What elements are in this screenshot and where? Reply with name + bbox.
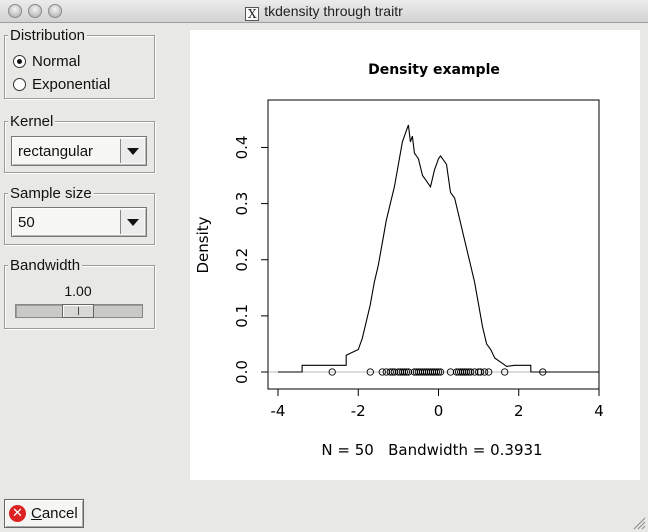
x-tick-label: 0 bbox=[434, 402, 444, 420]
plot-panel: Density example -4 -2 0 2 4 0.0 0.1 0.2 0.3 0.4 … bbox=[190, 30, 640, 480]
y-tick-label: 0.4 bbox=[233, 136, 251, 160]
y-tick-label: 0.1 bbox=[233, 304, 251, 328]
cancel-icon: ✕ bbox=[9, 505, 26, 522]
bandwidth-slider[interactable] bbox=[15, 304, 143, 318]
rug-point bbox=[436, 368, 445, 376]
radio-exponential-label: Exponential bbox=[32, 75, 111, 93]
x-axis-ticks: -4 -2 0 2 4 bbox=[271, 389, 604, 420]
zoom-window-button[interactable] bbox=[48, 4, 62, 18]
y-axis-ticks: 0.0 0.1 0.2 0.3 0.4 bbox=[233, 136, 268, 384]
x-tick-label: 2 bbox=[514, 402, 524, 420]
bandwidth-slider-thumb[interactable] bbox=[62, 304, 94, 318]
bandwidth-value-label: 1.00 bbox=[64, 283, 92, 299]
kernel-select-value: rectangular bbox=[18, 143, 94, 160]
chevron-down-icon[interactable] bbox=[120, 139, 144, 163]
rug-point bbox=[462, 368, 471, 376]
minimize-window-button[interactable] bbox=[28, 4, 42, 18]
distribution-legend: Distribution bbox=[8, 27, 88, 44]
radio-exponential-indicator[interactable] bbox=[13, 77, 26, 91]
kernel-group: Kernel rectangular bbox=[4, 113, 155, 173]
cancel-mnemonic: C bbox=[31, 505, 42, 522]
resize-grip-icon[interactable] bbox=[632, 516, 646, 530]
x-tick-label: 4 bbox=[594, 402, 604, 420]
cancel-button[interactable]: ✕ Cancel bbox=[4, 499, 84, 528]
density-plot: Density example -4 -2 0 2 4 0.00.10.20.30.4 … bbox=[194, 62, 604, 459]
kernel-select[interactable]: rectangular bbox=[11, 136, 147, 166]
rug-point bbox=[434, 368, 443, 376]
y-axis-label: Density bbox=[194, 216, 212, 273]
rug-point bbox=[432, 368, 441, 376]
radio-option-exponential[interactable]: Exponential bbox=[13, 74, 110, 94]
rug-points bbox=[328, 368, 547, 376]
sample-size-select-value: 50 bbox=[18, 214, 35, 231]
bandwidth-legend: Bandwidth bbox=[8, 257, 83, 274]
x11-app-icon: X bbox=[245, 7, 260, 21]
chart-title: Density example bbox=[368, 62, 500, 78]
sample-size-select[interactable]: 50 bbox=[11, 207, 147, 237]
rug-point bbox=[476, 368, 485, 376]
rug-point bbox=[386, 368, 394, 376]
window-title: tkdensity through traitr bbox=[264, 3, 403, 19]
x-tick-label: -4 bbox=[271, 402, 286, 420]
density-line bbox=[278, 124, 599, 373]
cancel-button-label: Cancel bbox=[31, 505, 78, 522]
rug-point bbox=[501, 368, 509, 376]
kernel-legend: Kernel bbox=[8, 113, 56, 130]
rug-point bbox=[400, 368, 409, 376]
rug-point bbox=[328, 368, 336, 376]
x-tick-label: -2 bbox=[351, 402, 366, 420]
bandwidth-group: Bandwidth 1.00 bbox=[4, 257, 155, 329]
radio-normal-indicator[interactable] bbox=[13, 54, 26, 68]
y-tick-label: 0.0 bbox=[233, 360, 251, 384]
rug-point bbox=[485, 368, 493, 376]
distribution-group: Distribution Normal Exponential bbox=[4, 27, 155, 99]
rug-point bbox=[378, 368, 386, 376]
plot-box bbox=[267, 99, 600, 390]
sample-size-group: Sample size 50 bbox=[4, 185, 155, 245]
sample-size-legend: Sample size bbox=[8, 185, 94, 202]
rug-point bbox=[366, 368, 374, 376]
y-tick-label: 0.2 bbox=[233, 248, 251, 272]
rug-point bbox=[466, 368, 475, 376]
radio-option-normal[interactable]: Normal bbox=[13, 51, 80, 71]
rug-point bbox=[480, 368, 489, 376]
y-tick-label: 0.3 bbox=[233, 192, 251, 216]
close-window-button[interactable] bbox=[8, 4, 22, 18]
cancel-label-rest: ancel bbox=[41, 505, 78, 522]
radio-normal-label: Normal bbox=[32, 52, 81, 70]
x-axis-label: N = 50 Bandwidth = 0.3931 bbox=[321, 441, 542, 459]
rug-point bbox=[402, 368, 411, 376]
chevron-down-icon[interactable] bbox=[120, 210, 144, 234]
